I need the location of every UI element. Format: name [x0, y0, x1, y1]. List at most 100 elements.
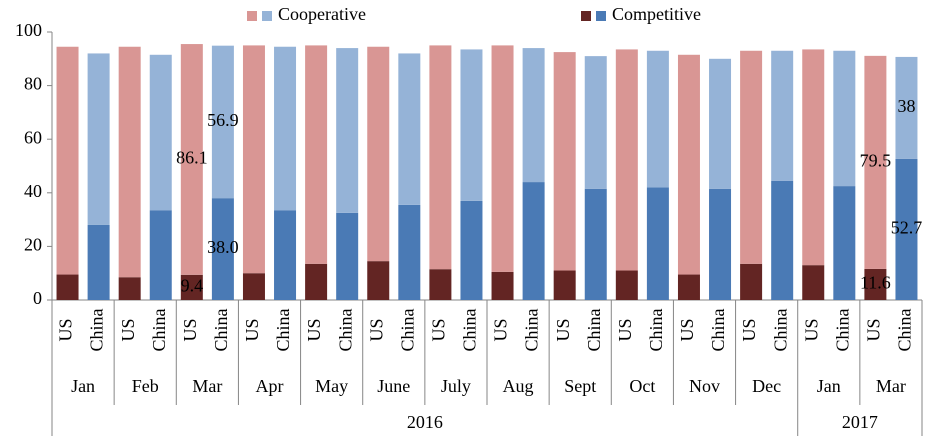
bar-segment	[274, 210, 297, 300]
data-label: 11.6	[860, 273, 891, 293]
x-tick-label: US	[366, 318, 386, 341]
y-tick-label: 0	[33, 288, 42, 308]
bar-segment	[56, 46, 79, 275]
bar-segment	[615, 49, 638, 271]
bar-segment	[646, 50, 669, 188]
month-label: Sept	[564, 376, 596, 396]
x-tick-label: China	[460, 308, 480, 351]
month-label: Apr	[256, 376, 284, 396]
x-tick-label: China	[273, 308, 293, 351]
bar-segment	[553, 52, 576, 271]
month-label: Jan	[71, 376, 95, 396]
bar-segment	[895, 56, 918, 159]
y-tick-label: 20	[24, 235, 42, 255]
bar-segment	[118, 277, 141, 300]
bar-segment	[367, 46, 390, 262]
bar-segment	[553, 270, 576, 300]
x-tick-label: China	[211, 308, 231, 351]
legend-swatch	[581, 11, 591, 21]
bar-segment	[709, 188, 732, 300]
month-label: Dec	[752, 376, 781, 396]
x-tick-label: US	[864, 318, 884, 341]
x-tick-label: China	[149, 308, 169, 351]
bar-segment	[305, 263, 328, 300]
bar-segment	[895, 158, 918, 300]
y-tick-label: 100	[15, 20, 42, 40]
x-tick-label: China	[397, 308, 417, 351]
data-label: 79.5	[860, 151, 892, 171]
x-tick-label: China	[895, 308, 915, 351]
bar-segment	[771, 180, 794, 300]
bar-segment	[460, 49, 483, 201]
bar-segment	[584, 188, 607, 300]
x-tick-label: US	[429, 318, 449, 341]
bar-segment	[677, 274, 700, 300]
bar-segment	[522, 48, 545, 183]
x-tick-label: China	[770, 308, 790, 351]
x-tick-label: China	[584, 308, 604, 351]
month-label: Feb	[132, 376, 159, 396]
bar-segment	[398, 204, 421, 300]
month-label: Mar	[192, 376, 222, 396]
x-tick-label: US	[615, 318, 635, 341]
data-label: 38	[897, 96, 915, 116]
x-tick-label: US	[180, 318, 200, 341]
bar-segment	[491, 271, 514, 300]
y-tick-label: 40	[24, 181, 42, 201]
bar-segment	[491, 45, 514, 272]
x-tick-label: US	[739, 318, 759, 341]
x-tick-label: US	[118, 318, 138, 341]
bar-segment	[87, 224, 110, 300]
month-label: July	[441, 376, 471, 396]
bar-segment	[274, 46, 297, 211]
bar-segment	[833, 186, 856, 300]
y-tick-label: 80	[24, 74, 42, 94]
bar-segment	[242, 273, 265, 300]
bar-segment	[429, 45, 452, 270]
bar-segment	[802, 265, 825, 300]
month-label: Mar	[876, 376, 906, 396]
bar-segment	[336, 212, 359, 300]
x-tick-label: US	[553, 318, 573, 341]
bar-segment	[118, 46, 141, 278]
bar-segment	[771, 50, 794, 181]
legend-label: Cooperative	[278, 4, 366, 24]
month-label: June	[377, 376, 410, 396]
x-tick-label: China	[646, 308, 666, 351]
x-tick-label: China	[832, 308, 852, 351]
month-label: Nov	[689, 376, 720, 396]
bar-segment	[149, 210, 172, 300]
bar-segment	[864, 268, 887, 300]
x-tick-label: US	[801, 318, 821, 341]
bar-segment	[211, 45, 234, 199]
data-label: 9.4	[181, 276, 204, 296]
x-tick-label: China	[708, 308, 728, 351]
bar-segment	[740, 263, 763, 300]
x-tick-label: US	[677, 318, 697, 341]
bar-segment	[709, 58, 732, 189]
bar-segment	[305, 45, 328, 264]
bar-segment	[56, 274, 79, 300]
month-label: May	[315, 376, 348, 396]
bar-segment	[615, 270, 638, 300]
x-tick-label: US	[491, 318, 511, 341]
bar-segment	[398, 53, 421, 205]
month-label: Jan	[817, 376, 841, 396]
legend-swatch	[596, 11, 606, 21]
bar-segment	[584, 56, 607, 189]
x-tick-label: US	[56, 318, 76, 341]
x-tick-label: China	[522, 308, 542, 351]
legend-swatch	[262, 11, 272, 21]
legend-label: Competitive	[612, 4, 701, 24]
year-label: 2016	[407, 412, 443, 432]
bar-segment	[429, 269, 452, 300]
legend-swatch	[247, 11, 257, 21]
bar-segment	[367, 261, 390, 300]
x-tick-label: China	[335, 308, 355, 351]
bar-segment	[864, 55, 887, 269]
x-tick-label: US	[242, 318, 262, 341]
bar-segment	[180, 274, 203, 300]
data-label: 38.0	[207, 237, 239, 257]
bar-segment	[149, 54, 172, 211]
month-label: Aug	[503, 376, 534, 396]
